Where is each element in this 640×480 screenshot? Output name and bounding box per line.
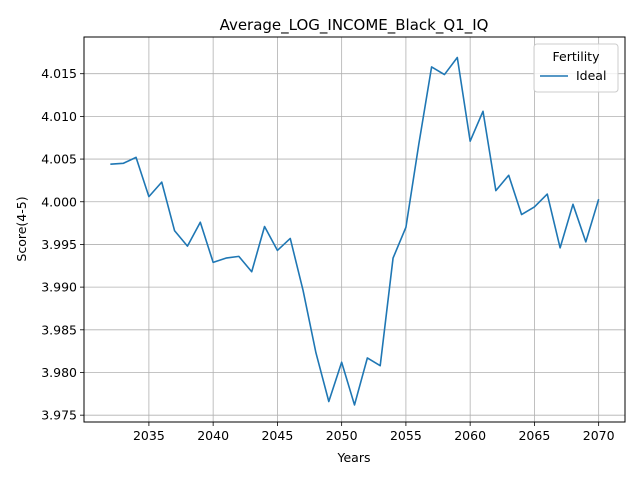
series-line-ideal [110, 56, 600, 406]
plot-frame [83, 36, 626, 423]
y-tick-label: 3.975 [41, 408, 77, 423]
y-tick-label: 3.990 [41, 280, 77, 295]
x-tick-label: 2035 [133, 428, 165, 443]
y-tick-label: 3.995 [41, 237, 77, 252]
x-tick-label: 2055 [390, 428, 422, 443]
y-tick-label: 4.000 [41, 194, 77, 209]
y-tick-label: 4.015 [41, 66, 77, 81]
y-axis-label: Score(4-5) [14, 196, 29, 261]
legend: Fertility Ideal [533, 43, 619, 93]
x-tick-label: 2070 [583, 428, 615, 443]
y-axis: 3.975 3.980 3.985 3.990 3.995 4.000 4.005 4.010… [41, 66, 84, 423]
y-tick-label: 4.010 [41, 109, 77, 124]
x-tick-label: 2065 [518, 428, 550, 443]
x-tick-label: 2060 [454, 428, 486, 443]
x-tick-label: 2040 [197, 428, 229, 443]
x-axis: 2035 2040 2045 2050 2055 2060 2065 2070 [133, 422, 615, 443]
x-tick-label: 2045 [261, 428, 293, 443]
legend-entry-label: Ideal [576, 68, 606, 83]
y-tick-label: 3.980 [41, 365, 77, 380]
x-axis-label: Years [337, 450, 371, 465]
x-tick-label: 2050 [326, 428, 358, 443]
y-tick-label: 4.005 [41, 152, 77, 167]
series-layer [110, 56, 600, 406]
legend-box [533, 43, 619, 93]
y-tick-label: 3.985 [41, 322, 77, 337]
legend-title: Fertility [553, 49, 601, 64]
chart-title: Average_LOG_INCOME_Black_Q1_IQ [220, 16, 489, 35]
grid [84, 37, 625, 422]
